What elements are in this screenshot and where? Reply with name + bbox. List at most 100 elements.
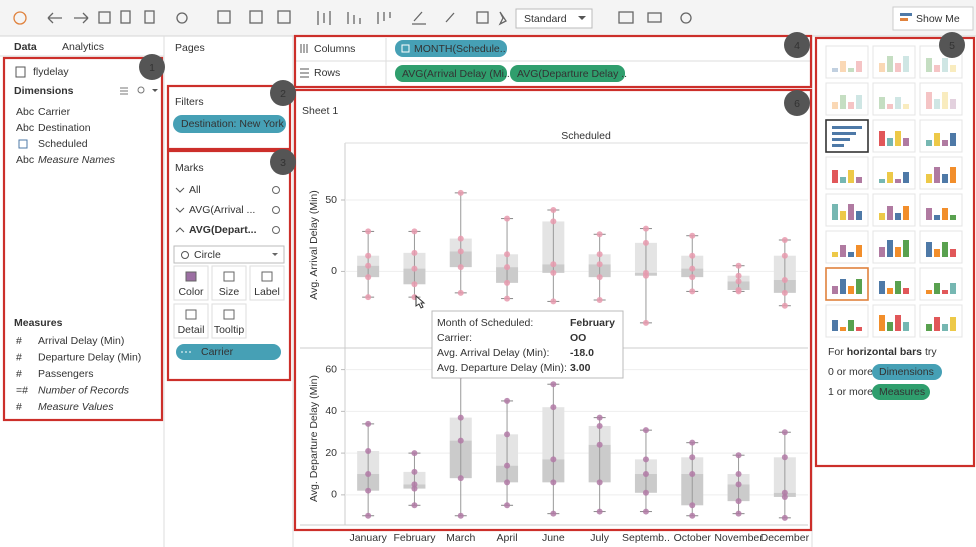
presentation-icon[interactable] (618, 11, 634, 24)
dimension-field[interactable]: Destination (38, 122, 91, 134)
dimension-field[interactable]: Scheduled (38, 138, 88, 150)
data-point (781, 277, 788, 283)
thumb-bar (856, 211, 862, 220)
chart-type-thumb[interactable] (919, 82, 963, 116)
data-point (689, 512, 696, 519)
x-tick-label: April (497, 532, 518, 544)
data-point (411, 249, 418, 256)
row-pill[interactable] (395, 65, 507, 82)
data-point (781, 252, 788, 259)
data-point (411, 265, 418, 272)
chart-type-thumb[interactable] (919, 230, 963, 264)
row-pill[interactable] (510, 65, 625, 82)
highlight-box (293, 88, 813, 532)
fit-dropdown-label: Standard (524, 13, 567, 25)
thumb-bar (895, 97, 901, 109)
duplicate-icon[interactable] (249, 10, 263, 24)
data-point (365, 274, 372, 281)
data-point (781, 289, 788, 296)
thumb-bar (950, 283, 956, 294)
dropdown-arrow (272, 253, 278, 256)
measure-field[interactable]: Departure Delay (Min) (38, 351, 141, 363)
section-title: Marks (175, 162, 204, 174)
mark-button-icon (223, 309, 235, 320)
thumb-bar (950, 65, 956, 72)
chart-type-thumb[interactable] (825, 267, 869, 301)
data-point (504, 264, 511, 271)
annotate-icon[interactable] (445, 12, 455, 23)
carrier-pill[interactable] (176, 344, 281, 360)
save-icon[interactable] (98, 11, 111, 24)
device-icon[interactable] (647, 12, 662, 23)
marks-card[interactable]: AVG(Depart... (189, 224, 257, 236)
data-point (457, 414, 464, 421)
tableau-logo[interactable] (13, 11, 27, 25)
dimension-field[interactable]: Measure Names (38, 154, 116, 166)
data-point (735, 287, 742, 293)
marks-card[interactable]: All (189, 184, 201, 196)
shelf-label: Columns (314, 43, 355, 55)
chart-type-thumb[interactable] (825, 45, 869, 79)
data-point (642, 470, 649, 477)
filter-pill[interactable] (173, 115, 286, 133)
sort-desc-icon[interactable] (377, 12, 391, 24)
tab[interactable]: Data (14, 41, 37, 53)
thumb-bar (895, 131, 901, 146)
data-point (642, 269, 649, 276)
data-point (550, 510, 557, 517)
sort-asc-icon[interactable] (347, 12, 361, 24)
measure-field[interactable]: Number of Records (38, 384, 130, 396)
y-tick-label: 20 (325, 447, 337, 459)
share-icon[interactable] (680, 12, 692, 24)
fit-dropdown[interactable] (515, 8, 593, 29)
new-sheet-icon[interactable] (217, 10, 231, 24)
data-point (365, 448, 372, 455)
measure-field[interactable]: Measure Values (38, 401, 114, 413)
datasource-icon[interactable] (120, 10, 131, 24)
show-me-icon (900, 18, 908, 21)
highlight-icon[interactable] (412, 11, 426, 25)
chart-type-thumb[interactable] (872, 45, 916, 79)
x-tick-label: July (590, 532, 609, 544)
x-tick-label: February (393, 532, 436, 544)
thumb-bar (895, 315, 901, 331)
data-point (781, 493, 788, 500)
circle-icon (181, 251, 189, 259)
requirement-pill (872, 364, 942, 380)
tooltip-key: Month of Scheduled: (437, 317, 533, 329)
thumb-bar (950, 215, 956, 220)
labels-icon[interactable] (476, 11, 489, 24)
chart-type-thumb[interactable] (872, 82, 916, 116)
clear-icon[interactable] (277, 10, 291, 24)
tooltip-value: February (570, 317, 615, 329)
back-icon[interactable] (47, 12, 62, 24)
refresh-icon[interactable] (176, 12, 188, 24)
dimension-field[interactable]: Carrier (38, 106, 71, 118)
chart-type-thumb[interactable] (919, 156, 963, 190)
data-point (550, 207, 557, 213)
thumb-bar (879, 131, 885, 146)
callout-number: 1 (149, 62, 155, 74)
row-pill-label: AVG(Departure Delay .. (517, 68, 627, 80)
measure-field[interactable]: Passengers (38, 368, 93, 380)
data-point (457, 189, 464, 196)
callout-number: 5 (949, 40, 955, 52)
measure-field[interactable]: Arrival Delay (Min) (38, 335, 124, 347)
datasource-name[interactable]: flydelay (33, 66, 69, 78)
chart-type-thumb[interactable] (825, 119, 869, 153)
data-point (596, 422, 603, 429)
datasource2-icon[interactable] (144, 10, 155, 24)
column-pill[interactable] (395, 40, 507, 57)
tab[interactable]: Analytics (62, 41, 104, 53)
x-tick-label: October (674, 532, 712, 544)
show-me-button[interactable] (892, 6, 974, 31)
data-point (735, 452, 742, 459)
mark-type-dropdown[interactable] (173, 245, 285, 264)
swap-icon[interactable] (317, 11, 331, 25)
pin-icon[interactable] (498, 11, 507, 26)
forward-icon[interactable] (74, 12, 89, 24)
data-point (689, 502, 696, 509)
chart-type-thumb[interactable] (825, 82, 869, 116)
thumb-bar (926, 290, 932, 294)
marks-card[interactable]: AVG(Arrival ... (189, 204, 255, 216)
